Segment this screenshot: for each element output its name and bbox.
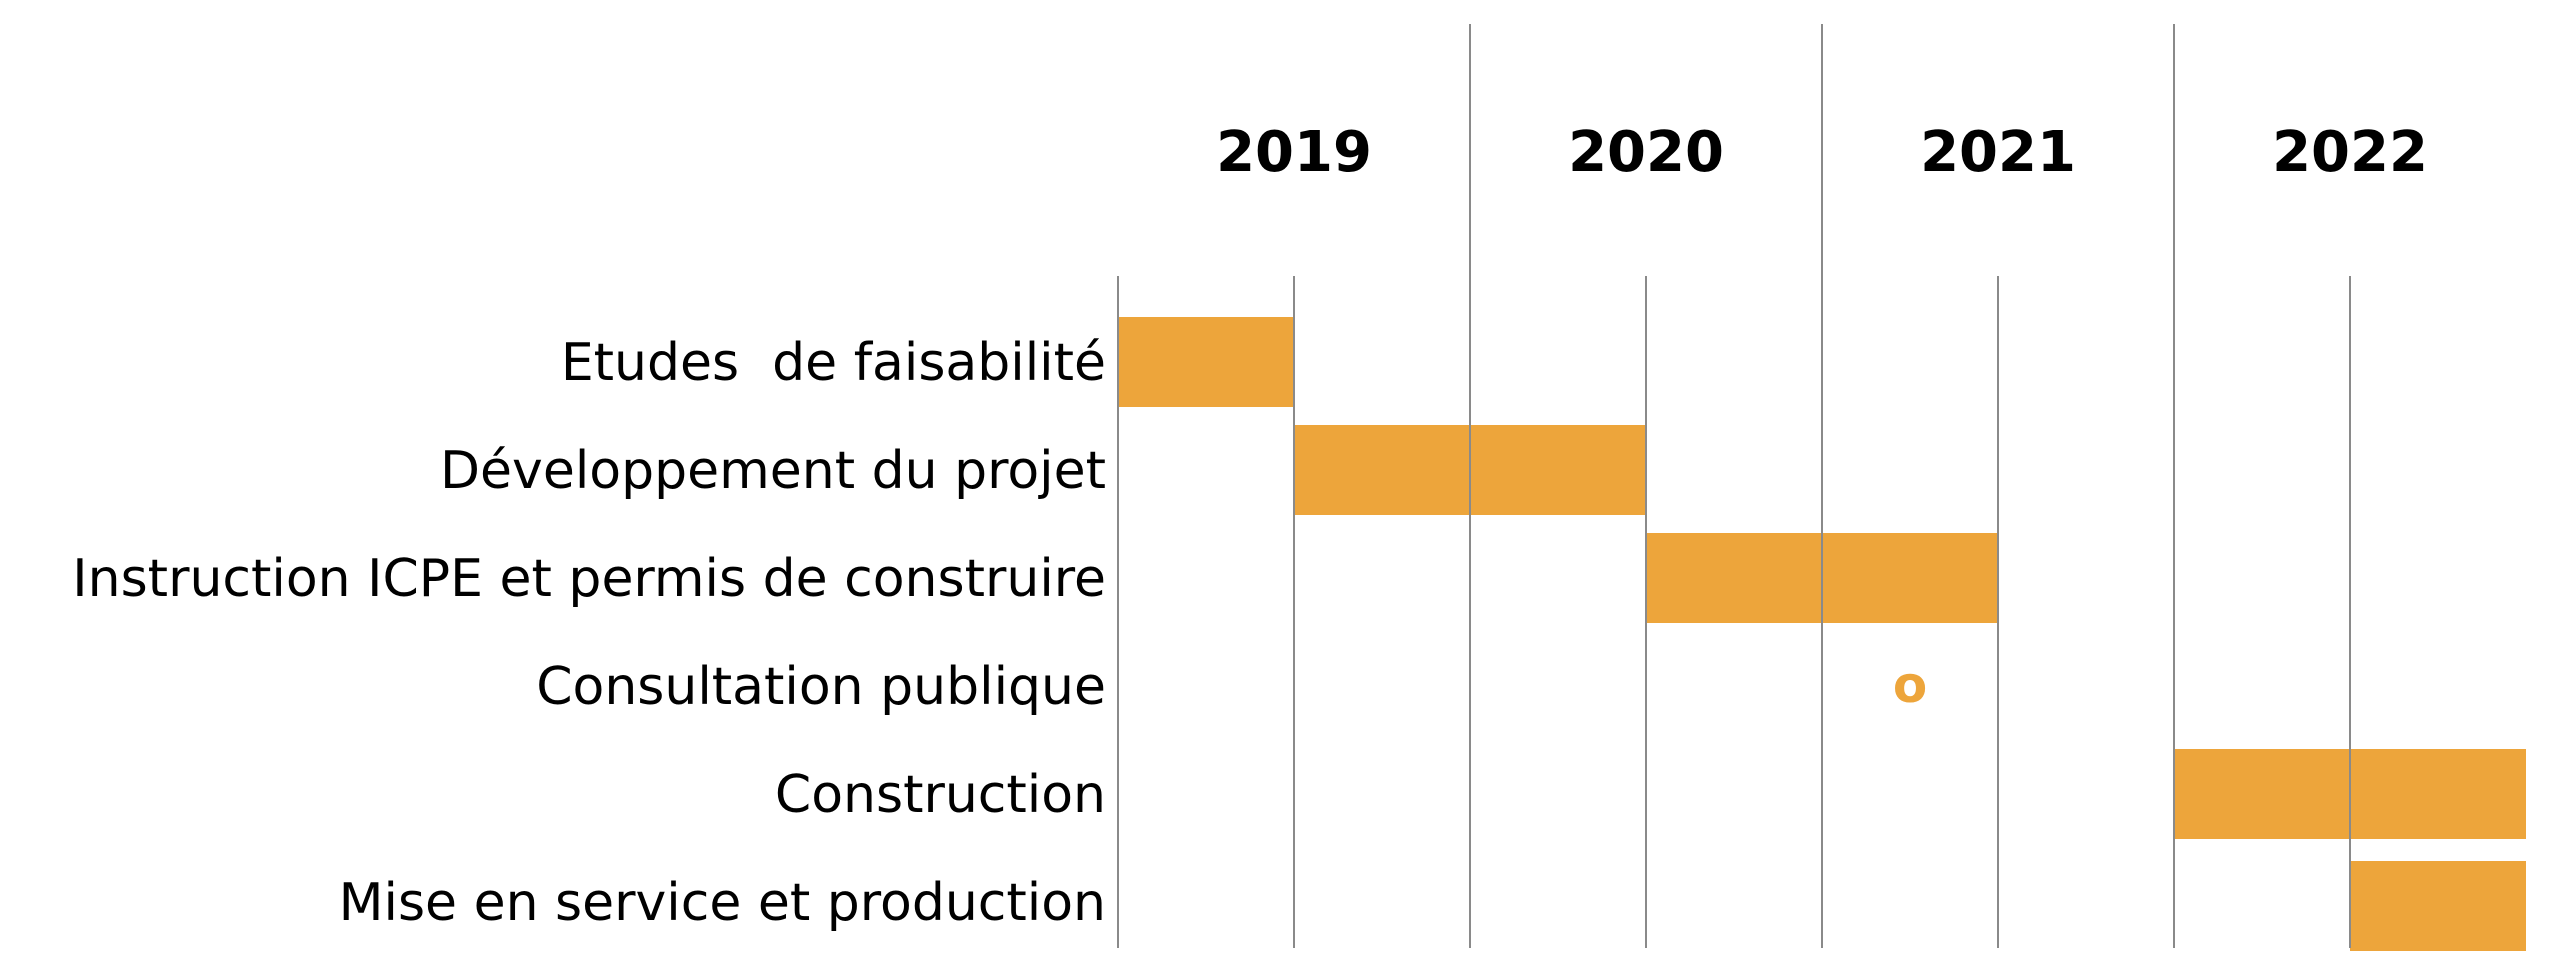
year-label-2019: 2019 <box>1216 120 1372 185</box>
year-label-2020: 2020 <box>1568 120 1724 185</box>
task-labels: Etudes de faisabilité Développement du pr… <box>72 333 1106 933</box>
year-label-2021: 2021 <box>1920 120 2076 185</box>
task-label: Mise en service et production <box>339 873 1106 933</box>
year-label-2022: 2022 <box>2272 120 2428 185</box>
task-label: Développement du projet <box>440 441 1106 501</box>
half-year-grid-lines <box>1293 276 2351 948</box>
year-labels: 2019 2020 2021 2022 <box>1216 120 2428 185</box>
task-label: Instruction ICPE et permis de construire <box>72 549 1106 609</box>
task-label: Construction <box>775 765 1106 825</box>
task-bar <box>2350 861 2526 951</box>
milestone-marker: o <box>1893 656 1927 714</box>
task-label: Etudes de faisabilité <box>561 333 1106 393</box>
task-label: Consultation publique <box>536 657 1106 717</box>
year-grid-lines <box>1117 24 2175 948</box>
task-bar <box>1118 317 1294 407</box>
